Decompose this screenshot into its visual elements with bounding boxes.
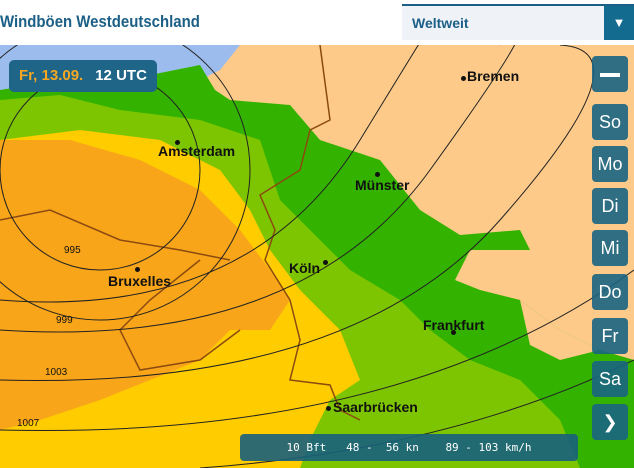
legend-kmh: 89 - 103 km/h	[445, 441, 532, 454]
isobar-label: 1007	[17, 418, 40, 429]
city-marker	[323, 260, 328, 265]
city-marker	[326, 406, 331, 411]
timestamp-badge: Fr, 13.09. 12 UTC	[9, 60, 157, 92]
minus-icon	[600, 73, 620, 78]
city-marker	[375, 172, 380, 177]
city-marker	[135, 267, 140, 272]
day-button-mo[interactable]: Mo	[592, 146, 628, 182]
date-label: Fr, 13.09.	[19, 67, 84, 84]
time-label: 12 UTC	[95, 67, 147, 84]
city-label-saarbrucken: Saarbrücken	[333, 399, 418, 415]
triangle-down-icon[interactable]: ▼	[604, 6, 634, 40]
day-button-sa[interactable]: Sa	[592, 361, 628, 397]
page-title: Windböen Westdeutschland	[0, 12, 200, 31]
city-label-frankfurt: Frankfurt	[423, 317, 485, 333]
day-button-mi[interactable]: Mi	[592, 230, 628, 266]
day-button-di[interactable]: Di	[592, 188, 628, 224]
next-button[interactable]: ❯	[592, 404, 628, 440]
city-label-munster: Münster	[355, 177, 410, 193]
isobar-label: 1003	[45, 367, 68, 378]
legend-bft: 10 Bft	[286, 441, 327, 454]
chevron-right-icon: ❯	[602, 412, 618, 432]
city-label-bremen: Bremen	[467, 68, 520, 84]
city-marker	[451, 330, 456, 335]
city-marker	[461, 76, 466, 81]
region-select-value: Weltweit	[412, 15, 469, 31]
day-button-fr[interactable]: Fr	[592, 318, 628, 354]
map-layers	[0, 45, 634, 468]
day-button-do[interactable]: Do	[592, 274, 628, 310]
isobar-label: 999	[56, 315, 73, 326]
legend-kn: 48 - 56 kn	[346, 441, 419, 454]
city-label-bruxelles: Bruxelles	[108, 273, 172, 289]
city-label-koln: Köln	[289, 260, 321, 276]
zoom-out-button[interactable]	[592, 56, 628, 92]
city-label-amsterdam: Amsterdam	[158, 143, 236, 159]
isobar-label: 995	[64, 245, 81, 256]
wind-gust-map[interactable]: 995 999 1003 1007	[0, 45, 634, 468]
day-button-so[interactable]: So	[592, 104, 628, 140]
city-marker	[175, 140, 180, 145]
region-select[interactable]: Weltweit ▼	[402, 4, 634, 40]
wind-legend: 10 Bft 48 - 56 kn 89 - 103 km/h	[240, 434, 578, 461]
